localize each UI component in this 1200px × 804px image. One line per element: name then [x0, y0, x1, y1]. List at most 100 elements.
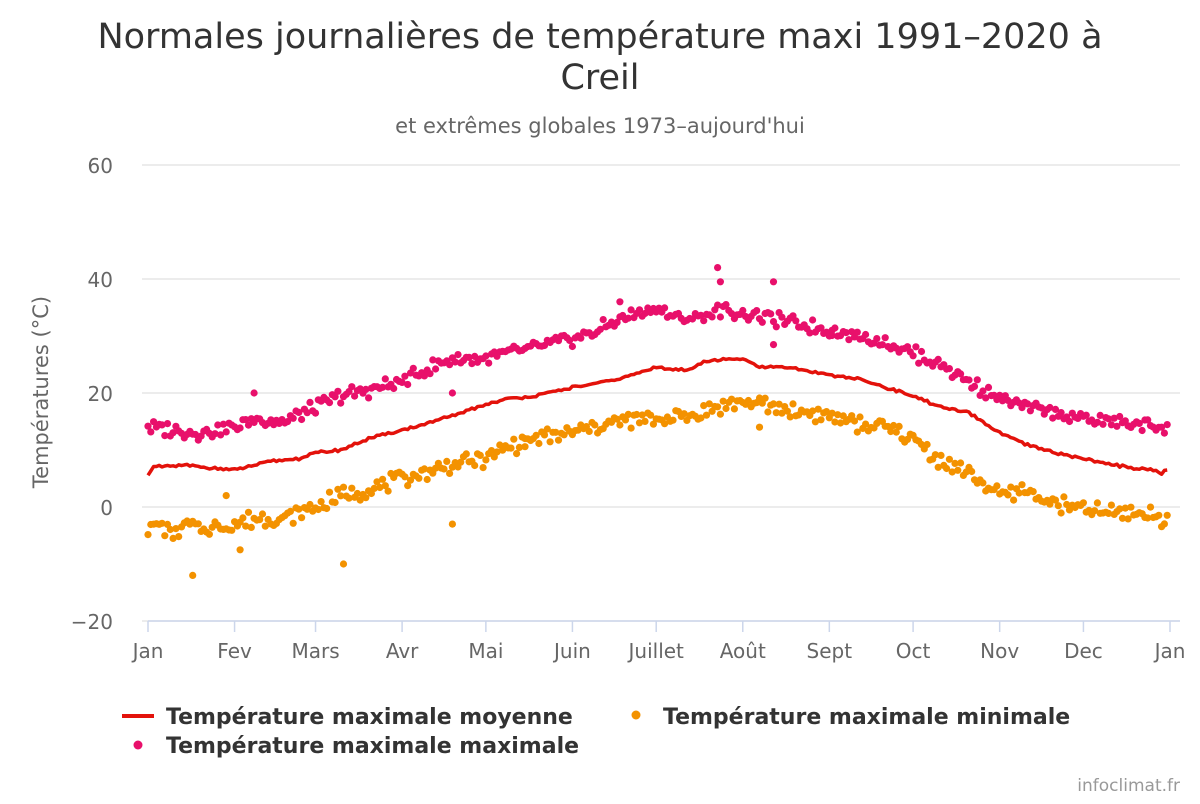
point-minimale[interactable] — [1116, 505, 1124, 513]
point-minimale[interactable] — [471, 461, 479, 470]
point-minimale[interactable] — [811, 418, 820, 426]
point-minimale[interactable] — [669, 416, 677, 424]
point-minimale[interactable] — [540, 431, 549, 439]
point-minimale[interactable] — [856, 413, 864, 421]
point-maximale[interactable] — [769, 341, 778, 349]
point-minimale[interactable] — [1105, 509, 1113, 517]
point-maximale[interactable] — [862, 330, 870, 339]
point-minimale[interactable] — [560, 431, 568, 439]
point-minimale[interactable] — [482, 456, 490, 464]
point-maximale[interactable] — [379, 383, 387, 391]
point-minimale[interactable] — [892, 428, 900, 436]
point-maximale[interactable] — [1099, 420, 1107, 428]
point-maximale[interactable] — [945, 365, 954, 373]
point-minimale[interactable] — [728, 395, 736, 403]
point-maximale[interactable] — [303, 409, 311, 417]
point-minimale[interactable] — [828, 409, 836, 417]
point-minimale[interactable] — [649, 420, 658, 428]
point-minimale[interactable] — [895, 422, 903, 430]
point-minimale[interactable] — [769, 400, 778, 408]
point-minimale[interactable] — [1124, 515, 1132, 523]
point-minimale[interactable] — [552, 428, 560, 436]
point-maximale[interactable] — [700, 317, 708, 325]
point-minimale[interactable] — [641, 417, 649, 425]
legend-item-minimale[interactable]: Température maximale minimale — [631, 705, 1071, 730]
point-maximale[interactable] — [568, 342, 577, 351]
point-minimale[interactable] — [1004, 491, 1012, 499]
point-maximale[interactable] — [351, 392, 359, 400]
point-minimale[interactable] — [822, 408, 831, 416]
point-maximale[interactable] — [965, 376, 973, 384]
point-minimale[interactable] — [356, 496, 364, 504]
point-maximale[interactable] — [284, 418, 292, 426]
legend-item-moyenne[interactable]: Température maximale moyenne — [122, 705, 573, 730]
point-minimale[interactable] — [144, 531, 152, 539]
point-maximale[interactable] — [306, 398, 314, 406]
point-maximale[interactable] — [792, 317, 800, 325]
point-minimale[interactable] — [697, 414, 705, 422]
point-minimale[interactable] — [1018, 481, 1026, 489]
point-minimale[interactable] — [931, 451, 940, 459]
point-maximale[interactable] — [767, 310, 775, 318]
point-minimale[interactable] — [543, 425, 551, 433]
point-maximale[interactable] — [482, 352, 490, 360]
point-minimale[interactable] — [521, 435, 529, 443]
point-minimale[interactable] — [1121, 504, 1129, 512]
point-minimale[interactable] — [384, 487, 392, 495]
point-minimale[interactable] — [853, 428, 861, 436]
point-maximale[interactable] — [979, 387, 987, 395]
point-minimale[interactable] — [661, 420, 669, 428]
point-maximale[interactable] — [161, 432, 169, 440]
point-maximale[interactable] — [957, 370, 965, 378]
point-minimale[interactable] — [420, 465, 428, 473]
point-maximale[interactable] — [828, 326, 836, 334]
point-maximale[interactable] — [401, 372, 409, 380]
point-minimale[interactable] — [172, 525, 180, 533]
point-maximale[interactable] — [446, 361, 454, 369]
point-maximale[interactable] — [1107, 421, 1115, 429]
point-minimale[interactable] — [228, 526, 236, 534]
point-minimale[interactable] — [1127, 503, 1135, 511]
point-minimale[interactable] — [448, 520, 456, 528]
point-minimale[interactable] — [890, 421, 898, 430]
point-maximale[interactable] — [147, 428, 155, 436]
point-minimale[interactable] — [1057, 509, 1065, 517]
point-minimale[interactable] — [887, 427, 895, 436]
point-maximale[interactable] — [1024, 400, 1032, 408]
point-minimale[interactable] — [744, 396, 753, 405]
point-minimale[interactable] — [362, 494, 370, 502]
point-minimale[interactable] — [1107, 501, 1115, 509]
point-maximale[interactable] — [912, 343, 920, 351]
point-minimale[interactable] — [809, 407, 817, 415]
point-maximale[interactable] — [613, 318, 621, 326]
point-minimale[interactable] — [954, 466, 962, 474]
point-minimale[interactable] — [337, 492, 345, 500]
point-maximale[interactable] — [214, 421, 222, 429]
point-minimale[interactable] — [175, 533, 183, 541]
point-maximale[interactable] — [973, 376, 981, 384]
point-maximale[interactable] — [222, 428, 230, 436]
point-minimale[interactable] — [446, 469, 454, 477]
point-minimale[interactable] — [554, 436, 563, 444]
point-minimale[interactable] — [862, 420, 870, 428]
point-maximale[interactable] — [772, 323, 780, 331]
point-maximale[interactable] — [429, 356, 437, 364]
point-maximale[interactable] — [853, 328, 861, 336]
point-maximale[interactable] — [211, 430, 219, 438]
point-maximale[interactable] — [420, 372, 428, 380]
point-maximale[interactable] — [708, 313, 716, 321]
point-minimale[interactable] — [730, 405, 739, 413]
point-maximale[interactable] — [451, 358, 459, 366]
point-minimale[interactable] — [1046, 500, 1054, 508]
point-maximale[interactable] — [577, 334, 585, 342]
point-maximale[interactable] — [806, 329, 814, 337]
point-maximale[interactable] — [471, 352, 479, 360]
point-minimale[interactable] — [722, 404, 730, 413]
point-maximale[interactable] — [191, 430, 200, 439]
point-minimale[interactable] — [814, 405, 822, 413]
point-minimale[interactable] — [1029, 488, 1037, 496]
point-minimale[interactable] — [789, 400, 797, 408]
series-moyenne[interactable] — [146, 356, 1168, 477]
point-minimale[interactable] — [937, 451, 945, 459]
point-minimale[interactable] — [306, 500, 314, 509]
